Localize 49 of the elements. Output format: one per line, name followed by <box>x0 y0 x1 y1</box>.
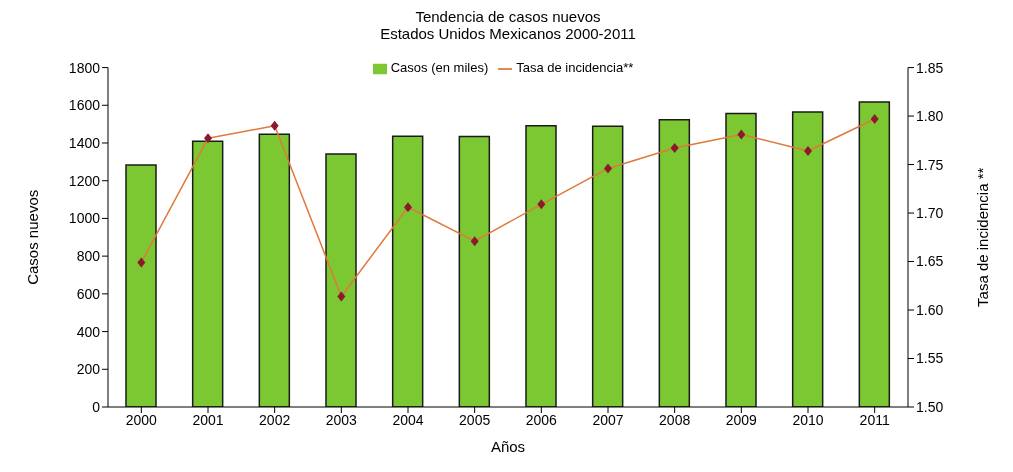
x-tick-label: 2005 <box>459 411 491 428</box>
x-tick-label: 2003 <box>325 411 358 428</box>
bar <box>858 101 891 407</box>
bar <box>258 133 291 407</box>
y-tick-label: 1800 <box>68 59 101 76</box>
bar <box>591 125 624 407</box>
y2-tick-label: 1.65 <box>916 253 944 270</box>
bar <box>458 135 491 407</box>
x-tick-label: 2011 <box>859 411 890 428</box>
bar <box>725 112 757 407</box>
x-tick-label: 2004 <box>392 411 424 428</box>
y-tick-label: 400 <box>76 323 101 340</box>
y2-tick-label: 1.50 <box>916 398 944 415</box>
y2-tick-label: 1.60 <box>916 301 944 318</box>
y-tick-label: 1400 <box>68 134 101 151</box>
y-tick-label: 1000 <box>68 210 101 227</box>
bar <box>525 124 557 407</box>
y-tick-label: 1200 <box>68 172 101 189</box>
y2-tick-label: 1.75 <box>916 156 944 173</box>
x-tick-label: 2008 <box>659 411 691 428</box>
y2-tick-label: 1.55 <box>916 350 944 367</box>
x-axis-title: Años <box>490 438 526 455</box>
x-tick-label: 2002 <box>259 411 291 428</box>
y-tick-label: 0 <box>92 398 101 415</box>
x-tick-label: 2001 <box>192 411 224 428</box>
y2-axis-title: Tasa de incidencia ** <box>974 167 992 307</box>
legend-label: Tasa de incidencia** <box>516 60 634 75</box>
bar <box>325 153 357 407</box>
x-tick-label: 2007 <box>592 411 624 428</box>
y-tick-label: 800 <box>76 248 101 265</box>
bar <box>125 164 157 407</box>
bar <box>791 111 824 407</box>
y2-tick-label: 1.80 <box>916 108 944 125</box>
bar <box>191 140 224 407</box>
bar <box>658 119 691 407</box>
y-tick-label: 600 <box>76 285 101 302</box>
y-tick-label: 1600 <box>68 97 101 114</box>
x-tick-label: 2000 <box>125 411 158 428</box>
legend-label: Casos (en miles) <box>390 60 489 75</box>
y-tick-label: 200 <box>76 361 101 378</box>
chart-title: Tendencia de casos nuevos <box>414 8 602 25</box>
y2-tick-label: 1.85 <box>916 59 944 76</box>
y-axis-title: Casos nuevos <box>24 189 42 285</box>
y2-tick-label: 1.70 <box>916 205 944 222</box>
x-tick-label: 2009 <box>725 411 758 428</box>
bar <box>391 135 424 407</box>
chart-subtitle: Estados Unidos Mexicanos 2000-2011 <box>379 25 637 42</box>
x-tick-label: 2010 <box>792 411 824 428</box>
x-tick-label: 2006 <box>525 411 558 428</box>
